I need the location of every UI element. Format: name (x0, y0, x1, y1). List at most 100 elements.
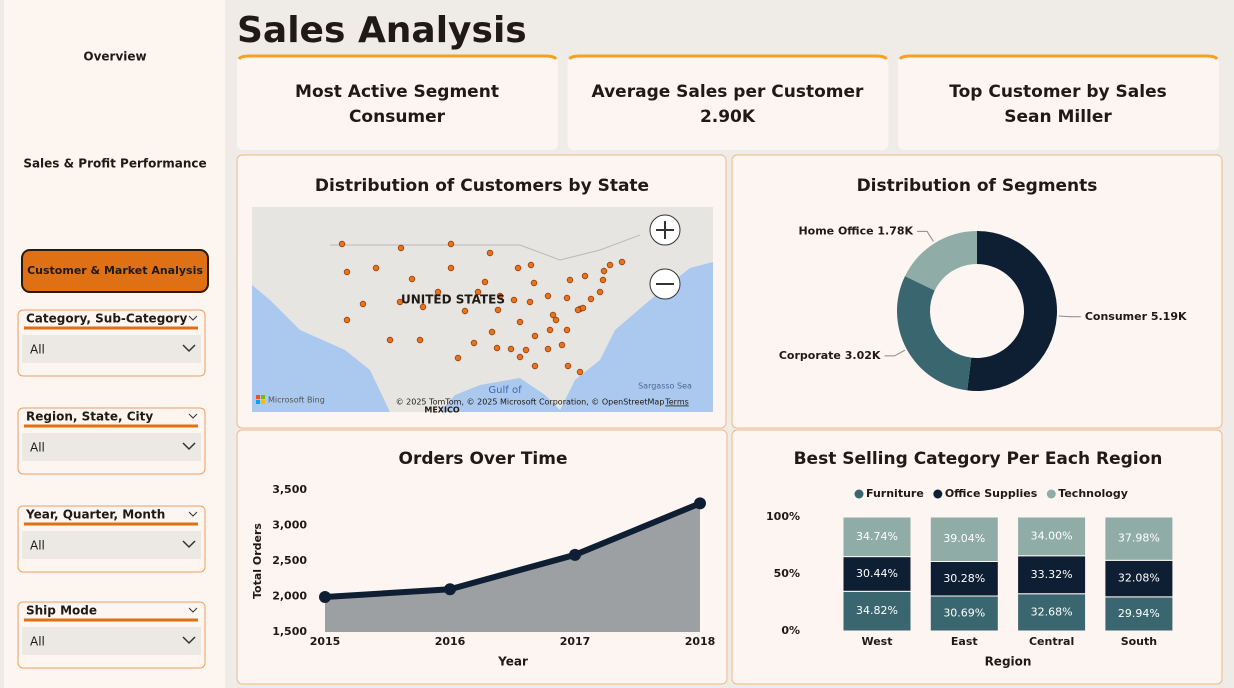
kpi-accent (568, 54, 888, 60)
dropdown-value: All (30, 539, 45, 553)
bar-segment (929, 560, 999, 597)
nav-link[interactable]: Overview (83, 50, 146, 64)
kpi-card (567, 57, 889, 150)
bar-segment (842, 556, 912, 592)
leader-line (917, 230, 934, 242)
kpi-value: 2.90K (700, 107, 756, 127)
kpi-label: Average Sales per Customer (592, 82, 864, 102)
map-attribution: © 2025 TomTom, © 2025 Microsoft Corporat… (396, 398, 665, 407)
dropdown-value: All (30, 635, 45, 649)
chevron (188, 511, 198, 517)
value-label: 39.04% (943, 532, 985, 545)
category-label: Consumer (1085, 310, 1148, 323)
bar-segment (1104, 516, 1174, 561)
nav-button-active[interactable] (21, 249, 209, 293)
y-tick-label: 50% (774, 567, 800, 580)
nav-link[interactable]: Sales & Profit Performance (23, 157, 206, 171)
bar-segment (929, 595, 999, 632)
x-axis-title: Region (985, 655, 1032, 669)
map-dot (481, 278, 489, 286)
y-tick-label: 1,500 (272, 625, 307, 638)
bar-segment (1104, 559, 1174, 598)
legend-label: Technology (1058, 487, 1128, 500)
donut-slice (905, 231, 977, 291)
kpi-value: Consumer (349, 107, 446, 127)
dropdown[interactable] (22, 627, 201, 655)
point (444, 583, 456, 596)
map-dot (544, 345, 552, 353)
map-border (330, 234, 641, 261)
filter-label: Region, State, City (26, 410, 153, 424)
nav-link[interactable]: Customer & Market Analysis (27, 264, 203, 277)
chevron (188, 315, 198, 321)
map-dot (434, 288, 442, 296)
map-label: MEXICO (424, 406, 459, 415)
bar-segment (929, 516, 999, 562)
map-dot (419, 303, 427, 311)
dropdown[interactable] (22, 433, 201, 461)
kpi-accent (898, 54, 1219, 60)
dropdown[interactable] (22, 335, 201, 363)
map-dot (552, 316, 560, 324)
map-dot (359, 300, 367, 308)
map-dot (496, 292, 504, 300)
map-dot (486, 249, 494, 257)
point (569, 548, 581, 561)
legend-label: Office Supplies (945, 487, 1038, 500)
y-axis-title: Total Orders (251, 523, 264, 599)
donut-label: Home Office 1.78K (798, 224, 913, 237)
chevron (182, 540, 196, 549)
chevron (182, 344, 196, 353)
map-dot (416, 336, 424, 344)
map-dot (397, 244, 405, 252)
map[interactable]: UNITED STATES Gulf of MEXICO Sargasso Se… (252, 207, 713, 415)
map-dot (581, 272, 589, 280)
map-dot (470, 339, 478, 347)
x-tick-label: Central (1029, 635, 1074, 648)
legend-swatch (1046, 489, 1056, 499)
donut-label: Corporate 3.02K (779, 349, 881, 362)
map-terms[interactable]: Terms (664, 398, 689, 407)
map-dot (530, 279, 538, 287)
map-dot (566, 276, 574, 284)
bar-segment (1104, 596, 1174, 632)
dropdown[interactable] (22, 531, 201, 559)
value-label: 30.44% (856, 567, 898, 580)
legend-swatch (933, 489, 943, 499)
map-dot (447, 240, 455, 248)
filter-label: Category, Sub-Category (26, 312, 187, 326)
page-title: Sales Analysis (237, 10, 527, 51)
category-label: Corporate (779, 349, 841, 362)
y-tick-label: 100% (766, 510, 800, 523)
chevron (188, 413, 198, 419)
map-dot (549, 311, 557, 319)
point (319, 590, 331, 603)
value-label: 32.68% (1031, 605, 1073, 618)
panel-title: Best Selling Category Per Each Region (794, 449, 1163, 469)
map-dot (494, 306, 502, 314)
map-dot (386, 336, 394, 344)
map-dot (606, 261, 614, 269)
y-tick-label: 2,000 (272, 590, 307, 603)
map-dot (564, 362, 572, 370)
value-label: 30.28% (943, 572, 985, 585)
filter-label: Ship Mode (26, 604, 97, 618)
legend-swatch (854, 489, 864, 499)
value-label: 37.98% (1118, 532, 1160, 545)
map-dot (507, 345, 515, 353)
value-label: 5.19K (1151, 310, 1187, 323)
x-axis-title: Year (497, 655, 528, 669)
donut-slice (896, 276, 972, 391)
map-dot (600, 267, 608, 275)
panel-title: Distribution of Customers by State (315, 176, 649, 196)
kpi-accent (237, 54, 558, 60)
y-tick-label: 3,500 (272, 483, 307, 496)
map-dots (338, 240, 626, 376)
value-label: 34.00% (1031, 529, 1073, 542)
chevron (188, 607, 198, 613)
category-label: Home Office (798, 224, 873, 237)
bar-segment (1017, 593, 1087, 632)
leader-line (1058, 315, 1081, 318)
bar-segment (1017, 516, 1087, 557)
